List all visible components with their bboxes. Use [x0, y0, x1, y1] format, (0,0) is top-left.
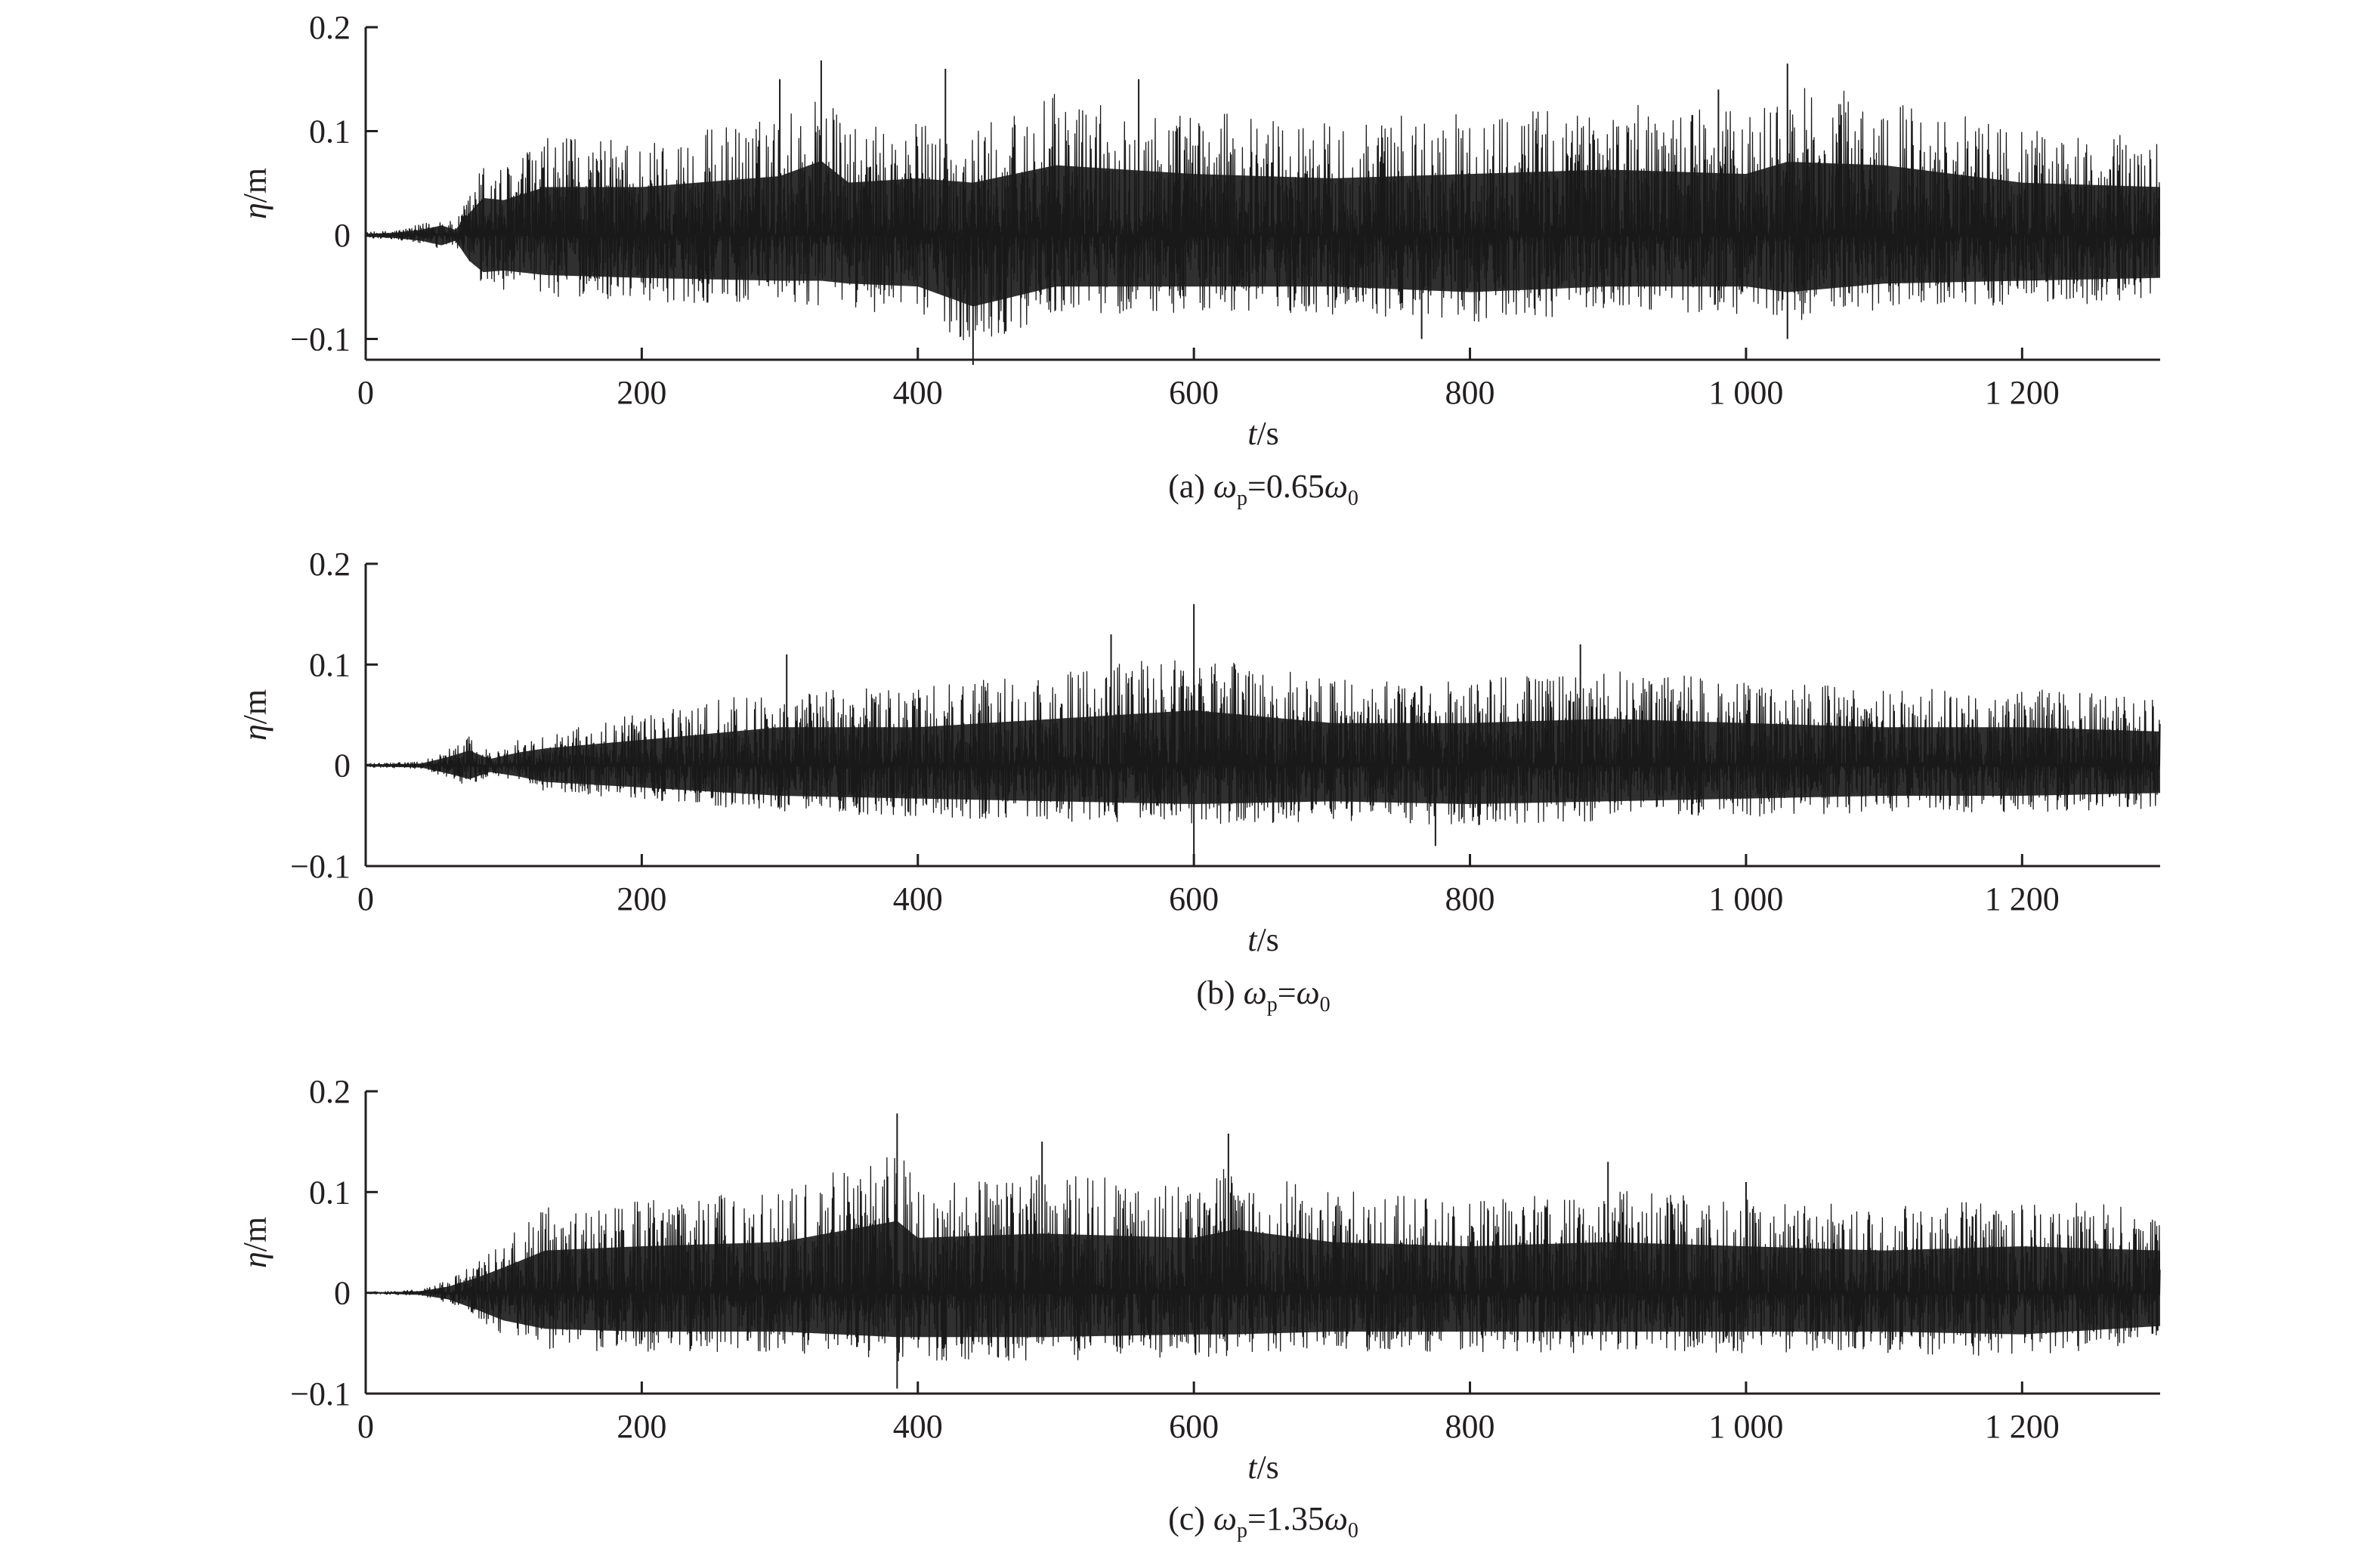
- y-tick-label: 0: [334, 747, 351, 784]
- y-axis-label-a: η/m: [236, 168, 274, 219]
- panel-b: −0.100.10.2 0 200 400 600 800 1 000 1 200 η/m …: [236, 546, 2161, 1016]
- x-tick-label: 1 000: [1708, 880, 1783, 917]
- x-axis-label-c: t/s: [1247, 1449, 1279, 1486]
- x-tick-label: 200: [617, 374, 666, 411]
- y-tick-label: 0.2: [309, 1073, 351, 1110]
- x-tick-label: 400: [893, 880, 943, 917]
- y-tick-label: 0: [334, 1275, 351, 1312]
- caption-c: (c) ωp=1.35ω0: [1168, 1500, 1358, 1542]
- x-tick-label: 400: [893, 1408, 943, 1445]
- x-tick-label: 0: [357, 880, 374, 917]
- x-tick-label: 0: [357, 374, 374, 411]
- y-ticks-c: −0.1 0 0.1 0.2: [290, 1073, 378, 1412]
- x-tick-label: 1 200: [1985, 1408, 2060, 1445]
- y-tick-label: 0.1: [309, 646, 351, 683]
- y-ticks-b: −0.1 0 0.1 0.2: [290, 546, 378, 885]
- signal-trace-a: [365, 60, 2161, 365]
- x-ticks-c: 0 200 400 600 800 1 000 1 200: [357, 1381, 2060, 1445]
- x-ticks-b: 0 200 400 600 800 1 000 1 200: [357, 854, 2060, 917]
- caption-a: (a) ωp=0.65ω0: [1168, 468, 1358, 510]
- x-tick-label: 400: [893, 374, 943, 411]
- x-tick-label: 600: [1169, 1408, 1219, 1445]
- x-tick-label: 200: [617, 880, 666, 917]
- y-axis-label-b: η/m: [236, 689, 274, 741]
- x-tick-label: 1 200: [1985, 880, 2060, 917]
- x-tick-label: 1 000: [1708, 374, 1783, 411]
- y-tick-label: −0.1: [290, 321, 351, 358]
- y-tick-label: 0.1: [309, 113, 351, 150]
- y-tick-label: 0.2: [309, 9, 351, 46]
- y-tick-label: 0.1: [309, 1174, 351, 1211]
- x-axis-label-a: t/s: [1247, 415, 1279, 452]
- signal-core-band: [366, 161, 2160, 307]
- x-axis-label-b: t/s: [1247, 921, 1279, 958]
- signal-core-band: [366, 1221, 2160, 1338]
- signal-trace-b: [365, 604, 2161, 866]
- x-ticks-a: 0 200 400 600 800 1 000 1 200: [357, 348, 2060, 411]
- x-tick-label: 0: [357, 1408, 374, 1445]
- y-ticks-a: −0.1 0 0.1 0.2: [290, 9, 378, 358]
- y-axis-label-c: η/m: [236, 1217, 274, 1268]
- y-tick-label: 0.2: [309, 546, 351, 583]
- x-tick-label: 800: [1445, 1408, 1495, 1445]
- caption-b: (b) ωp=ω0: [1196, 974, 1330, 1016]
- signal-core-band: [366, 710, 2160, 804]
- panel-a: −0.100.10.2 0 200 400 600 800 1 000 1 200 η/m …: [236, 9, 2161, 510]
- y-tick-label: −0.1: [290, 848, 351, 885]
- y-tick-label: 0: [334, 217, 351, 254]
- x-tick-label: 1 000: [1708, 1408, 1783, 1445]
- x-tick-label: 200: [617, 1408, 666, 1445]
- panel-c: −0.100.10.2 0 200 400 600 800 1 000 1 200 η/m …: [236, 1073, 2161, 1542]
- x-tick-label: 800: [1445, 880, 1495, 917]
- y-tick-label: −0.1: [290, 1375, 351, 1412]
- x-tick-label: 800: [1445, 374, 1495, 411]
- x-tick-label: 600: [1169, 880, 1219, 917]
- signal-trace-c: [365, 1113, 2161, 1389]
- x-tick-label: 1 200: [1985, 374, 2060, 411]
- x-tick-label: 600: [1169, 374, 1219, 411]
